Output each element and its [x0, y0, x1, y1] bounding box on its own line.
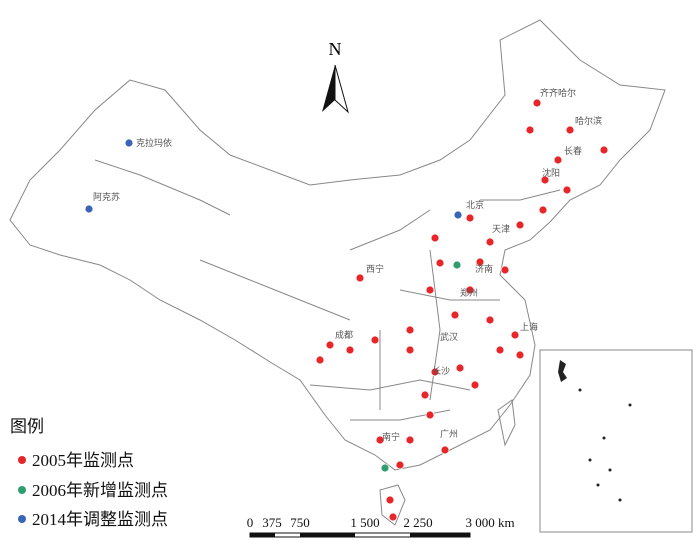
- scale-label: 2 250: [403, 515, 432, 530]
- city-label: 齐齐哈尔: [540, 87, 576, 99]
- legend-title: 图例: [10, 417, 44, 436]
- city-label: 济南: [475, 263, 493, 275]
- legend-item: 2005年监测点: [32, 451, 134, 470]
- scale-label: 750: [290, 515, 310, 530]
- city-label: 郑州: [460, 287, 478, 299]
- city-label: 成都: [335, 329, 353, 341]
- city-labels: 克拉玛依 阿克苏 齐齐哈尔 哈尔滨 长春 沈阳 北京 天津 济南 郑州 上海 成…: [93, 87, 602, 443]
- points-2005: [315, 98, 609, 522]
- city-label: 西宁: [366, 263, 384, 275]
- city-label: 长春: [564, 145, 582, 157]
- inset-frame: [539, 349, 693, 533]
- legend-item: 2006年新增监测点: [32, 481, 168, 500]
- scale-label: 375: [262, 515, 282, 530]
- legend-swatch: [18, 515, 26, 523]
- points: [84, 98, 609, 522]
- legend-item: 2014年调整监测点: [32, 510, 168, 529]
- points-2014: [84, 138, 463, 220]
- scale-label: 3 000 km: [465, 515, 514, 530]
- city-label: 北京: [466, 199, 484, 211]
- city-label: 长沙: [432, 365, 450, 377]
- city-label: 广州: [440, 428, 458, 440]
- scale-bar: 0 375 750 1 500 2 250 3 000 km: [247, 515, 515, 538]
- scale-label: 0: [247, 515, 254, 530]
- legend-swatch: [18, 486, 26, 494]
- city-label: 哈尔滨: [575, 115, 602, 127]
- city-label: 天津: [492, 224, 510, 235]
- legend-swatch: [18, 456, 26, 464]
- points-2006: [380, 260, 462, 473]
- city-label: 沈阳: [542, 167, 560, 179]
- legend: 图例 2005年监测点 2006年新增监测点 2014年调整监测点: [10, 417, 168, 529]
- city-label: 阿克苏: [93, 191, 120, 203]
- city-label: 克拉玛依: [136, 137, 172, 149]
- north-arrow: N: [322, 39, 349, 114]
- outline: [9, 19, 666, 526]
- city-label: 上海: [520, 321, 538, 333]
- scale-label: 1 500: [350, 515, 379, 530]
- city-label: 南宁: [382, 431, 400, 443]
- inset-islands: [558, 360, 632, 502]
- north-label: N: [329, 39, 342, 59]
- city-label: 武汉: [440, 331, 458, 343]
